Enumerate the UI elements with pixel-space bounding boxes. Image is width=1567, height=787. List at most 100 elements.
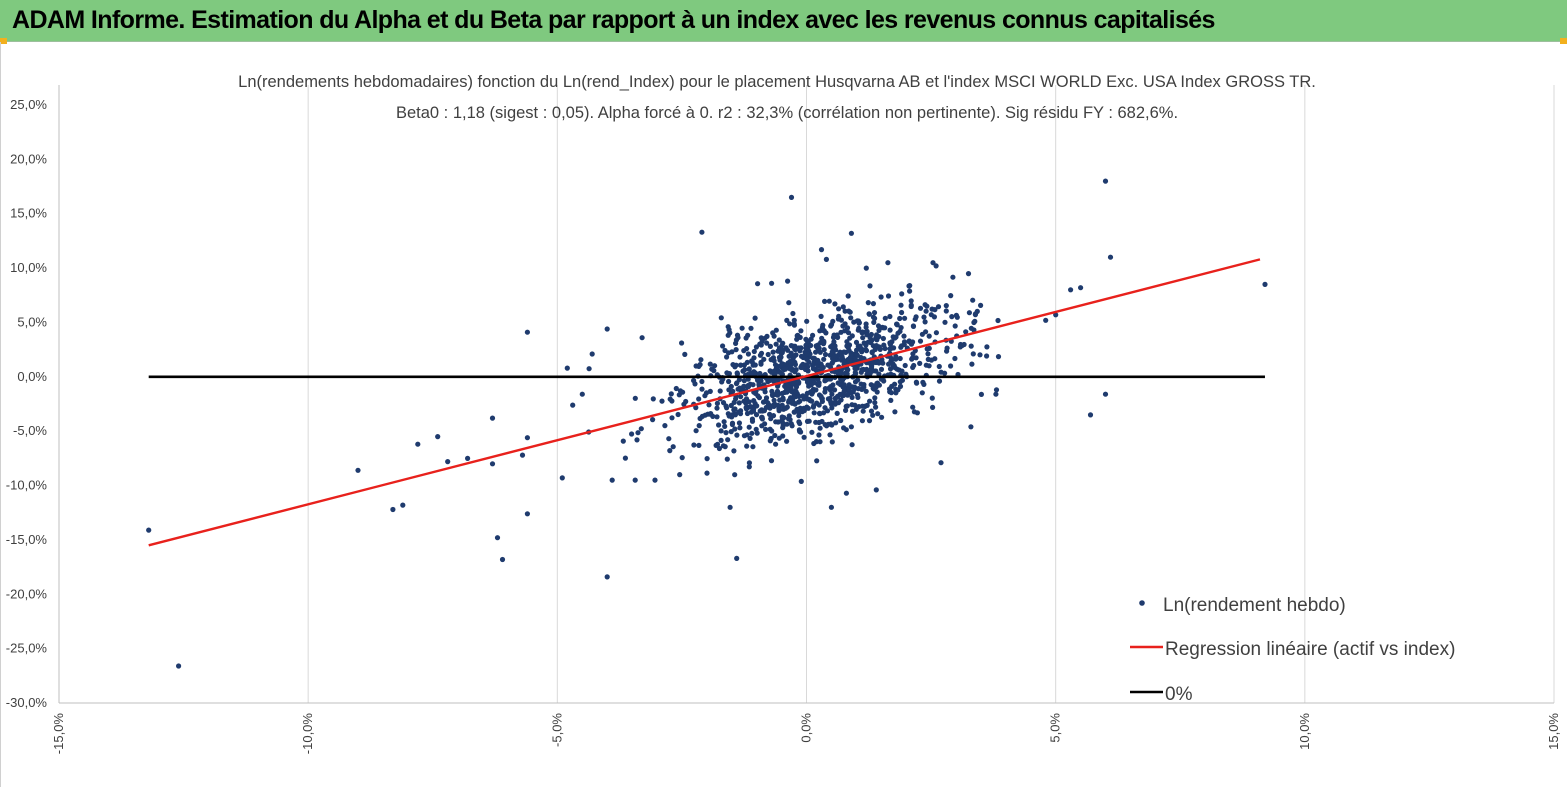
data-point (887, 313, 893, 320)
data-point (767, 411, 773, 417)
data-point (494, 535, 501, 541)
data-point (754, 430, 760, 436)
data-point (753, 412, 760, 418)
data-point (1102, 178, 1109, 184)
data-point (878, 294, 884, 300)
data-point (833, 420, 839, 426)
data-point (943, 303, 949, 309)
data-point (716, 445, 723, 452)
y-tick-label: 0,0% (17, 369, 47, 384)
data-point (773, 419, 779, 425)
data-point (719, 379, 725, 385)
data-point (968, 325, 974, 331)
data-point (767, 343, 774, 349)
data-point (813, 343, 819, 349)
data-point (832, 387, 838, 393)
data-point (693, 363, 699, 369)
data-point (792, 409, 798, 415)
data-point (1102, 391, 1109, 397)
data-point (726, 371, 733, 377)
data-point (848, 351, 854, 357)
data-point (923, 308, 929, 314)
data-point (773, 327, 779, 333)
data-point (791, 393, 797, 399)
data-point (765, 351, 771, 358)
data-point (703, 390, 710, 396)
data-point (970, 297, 976, 303)
data-point (753, 344, 760, 350)
data-point (843, 407, 849, 413)
data-point (867, 398, 873, 404)
data-point (798, 328, 804, 334)
data-point (935, 304, 942, 310)
data-point (850, 389, 856, 395)
data-point (751, 355, 757, 361)
data-point (829, 422, 835, 428)
data-point (852, 365, 858, 372)
data-point (716, 422, 722, 428)
data-point (768, 416, 774, 422)
data-point (673, 385, 679, 392)
data-point (865, 369, 871, 375)
data-point (944, 348, 950, 354)
data-point (720, 400, 727, 406)
data-point (885, 260, 891, 266)
data-point (930, 404, 936, 410)
legend-label-scatter: Ln(rendement hebdo) (1163, 595, 1346, 616)
y-tick-label: 25,0% (10, 97, 47, 112)
data-point (925, 351, 931, 357)
data-point (993, 391, 999, 397)
data-point (898, 302, 904, 308)
data-point (861, 384, 867, 390)
data-point (826, 298, 832, 304)
data-point (747, 435, 753, 441)
data-point (756, 382, 762, 388)
data-point (559, 475, 565, 481)
data-point (972, 311, 979, 317)
data-point (797, 398, 803, 404)
data-point (749, 430, 755, 436)
data-point (788, 365, 794, 371)
data-point (863, 388, 869, 394)
data-point (725, 437, 731, 443)
data-point (968, 424, 974, 430)
data-point (899, 309, 905, 316)
data-point (897, 379, 903, 385)
data-point (928, 312, 934, 318)
data-point (870, 412, 876, 418)
data-point (519, 452, 526, 458)
chart-area: -15,0% -10,0% -5,0% 0,0% 5,0% 10,0% 15,0% 25,0%… (0, 42, 1567, 787)
data-point (769, 388, 775, 394)
data-point (1087, 412, 1094, 418)
data-point (876, 344, 882, 350)
data-point (926, 333, 932, 339)
data-point (828, 399, 834, 405)
data-point (852, 402, 858, 408)
data-point (727, 504, 733, 510)
data-point (815, 363, 821, 369)
data-point (882, 315, 888, 321)
data-point (714, 414, 720, 420)
data-point (390, 506, 396, 513)
data-point (838, 317, 845, 323)
data-point (978, 302, 984, 308)
data-point (844, 325, 851, 331)
legend-label-zero: 0% (1165, 684, 1193, 705)
data-point (888, 397, 894, 403)
data-point (859, 330, 865, 336)
data-point (818, 247, 825, 253)
data-point (714, 405, 720, 411)
data-point (892, 365, 898, 371)
data-point (415, 441, 421, 447)
data-point (725, 332, 731, 338)
data-point (725, 411, 731, 417)
data-point (489, 461, 496, 467)
data-point (893, 386, 899, 392)
data-point (819, 396, 825, 402)
x-tick-label: -5,0% (549, 713, 564, 747)
data-point (834, 332, 840, 338)
data-point (829, 391, 835, 397)
data-point (908, 303, 914, 310)
data-point (832, 357, 838, 363)
data-point (742, 367, 748, 373)
